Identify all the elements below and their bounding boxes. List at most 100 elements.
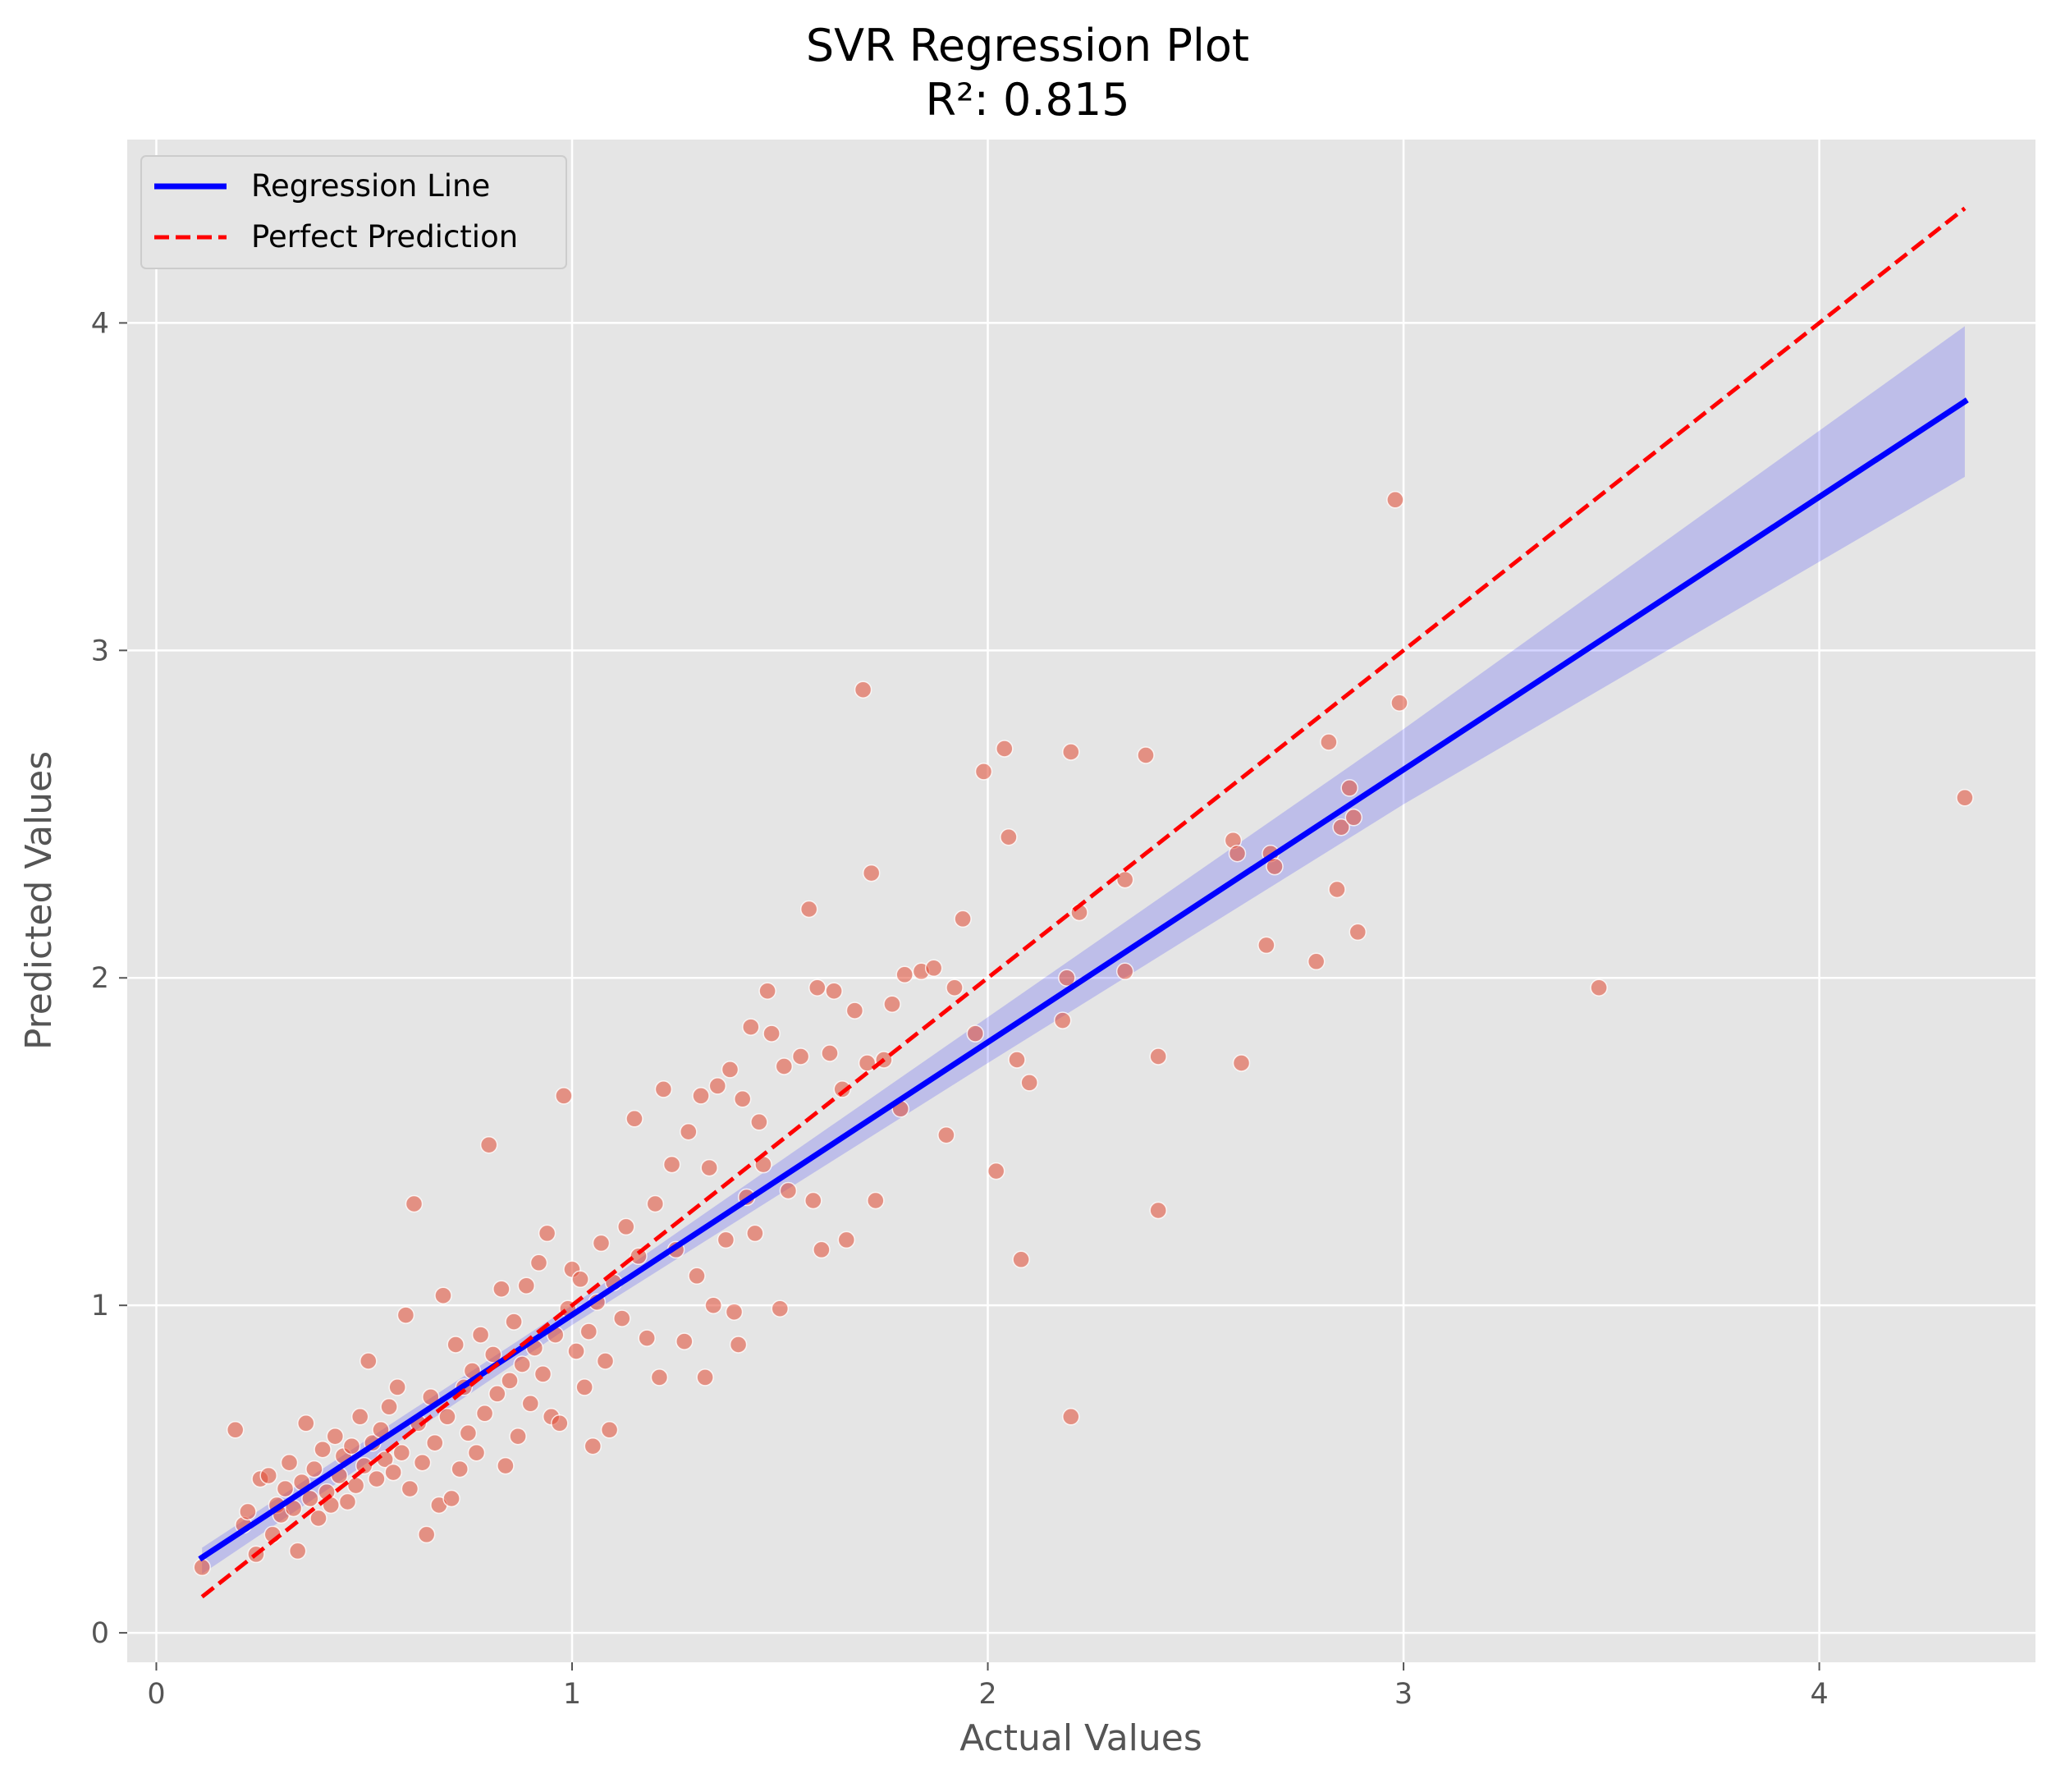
scatter-point — [555, 1087, 573, 1105]
scatter-point — [813, 1240, 831, 1259]
scatter-point — [326, 1427, 345, 1446]
y-tick-label: 1 — [91, 1290, 109, 1322]
scatter-point — [388, 1378, 406, 1396]
scatter-point — [193, 1558, 211, 1577]
x-tick-label: 3 — [1394, 1678, 1413, 1711]
scatter-point — [276, 1479, 295, 1498]
scatter-point — [825, 982, 843, 1000]
scatter-point — [288, 1542, 307, 1561]
scatter-point — [1062, 1408, 1080, 1426]
scatter-point — [359, 1352, 378, 1370]
scatter-point — [438, 1408, 456, 1426]
scatter-point — [571, 1270, 589, 1289]
scatter-point — [791, 1047, 810, 1066]
scatter-point — [600, 1421, 619, 1439]
scatter-point — [1307, 952, 1326, 971]
scatter-point — [529, 1253, 548, 1272]
scatter-point — [446, 1336, 465, 1354]
scatter-point — [584, 1437, 602, 1455]
y-axis-label: Predicted Values — [18, 751, 60, 1050]
scatter-point — [226, 1421, 245, 1439]
scatter-point — [488, 1385, 506, 1403]
scatter-point — [1149, 1201, 1167, 1220]
scatter-point — [858, 1054, 877, 1072]
scatter-point — [1332, 818, 1350, 836]
scatter-point — [314, 1440, 332, 1459]
scatter-point — [350, 1408, 369, 1426]
scatter-point — [987, 1162, 1005, 1180]
scatter-point — [966, 1024, 985, 1043]
scatter-point — [538, 1224, 556, 1243]
scatter-point — [862, 864, 881, 882]
scatter-point — [662, 1155, 681, 1174]
scatter-point — [1008, 1051, 1026, 1069]
scatter-point — [1349, 923, 1367, 942]
scatter-point — [1232, 1054, 1251, 1072]
scatter-point — [775, 1057, 794, 1075]
scatter-point — [696, 1368, 714, 1386]
scatter-point — [1386, 491, 1404, 509]
scatter-point — [804, 1191, 822, 1210]
scatter-point — [596, 1352, 615, 1370]
legend: Regression Line Perfect Prediction — [140, 155, 567, 269]
scatter-point — [471, 1326, 490, 1344]
scatter-point — [646, 1194, 665, 1213]
scatter-point — [1062, 743, 1080, 761]
scatter-point — [675, 1332, 694, 1350]
x-tick-label: 4 — [1810, 1678, 1828, 1711]
scatter-point — [467, 1443, 486, 1462]
scatter-point — [551, 1414, 569, 1432]
scatter-point — [442, 1489, 460, 1508]
y-tick-label: 2 — [91, 962, 109, 995]
scatter-point — [1000, 827, 1018, 846]
scatter-point — [392, 1443, 411, 1462]
scatter-point — [346, 1476, 365, 1495]
scatter-point — [509, 1427, 527, 1446]
scatter-point — [517, 1276, 536, 1295]
scatter-point — [974, 763, 993, 781]
scatter-point — [895, 965, 914, 984]
scatter-point — [996, 740, 1014, 758]
grid-lines — [127, 140, 2035, 1662]
scatter-point — [342, 1437, 361, 1455]
scatter-point — [492, 1280, 511, 1298]
scatter-point — [1115, 870, 1134, 889]
scatter-point — [592, 1234, 611, 1253]
scatter-point — [742, 1018, 760, 1036]
scatter-point — [692, 1087, 710, 1105]
scatter-point — [1266, 857, 1284, 876]
scatter-point — [617, 1217, 635, 1236]
scatter-point — [1328, 880, 1346, 899]
scatter-point — [937, 1125, 955, 1144]
legend-box — [140, 155, 567, 269]
y-tick-label: 4 — [91, 307, 109, 340]
scatter-point — [688, 1267, 706, 1286]
scatter-point — [484, 1345, 502, 1363]
scatter-point — [883, 995, 901, 1013]
scatter-point — [1590, 978, 1608, 997]
scatter-point — [729, 1336, 748, 1354]
scatter-point — [1956, 789, 1974, 807]
scatter-point — [1257, 936, 1275, 955]
scatter-point — [405, 1194, 424, 1213]
scatter-point — [867, 1191, 885, 1210]
scatter-point — [680, 1122, 698, 1141]
scatter-point — [954, 910, 972, 928]
scatter-point — [845, 1001, 864, 1020]
axis-ticks: 0 1 2 3 4 0 1 2 3 4 — [91, 307, 1829, 1711]
x-tick-label: 0 — [147, 1678, 165, 1711]
scatter-point — [579, 1322, 598, 1341]
scatter-point — [475, 1405, 494, 1423]
scatter-point — [259, 1466, 277, 1485]
scatter-point — [704, 1296, 722, 1314]
scatter-point — [305, 1460, 323, 1478]
scatter-point — [338, 1492, 357, 1511]
scatter-point — [426, 1433, 444, 1452]
scatter-point — [721, 1061, 740, 1079]
scatter-point — [1012, 1250, 1030, 1269]
scatter-point — [401, 1479, 419, 1498]
scatter-point — [1058, 969, 1076, 987]
x-tick-label: 2 — [978, 1678, 996, 1711]
scatter-point — [280, 1453, 299, 1472]
scatter-point — [779, 1181, 798, 1200]
